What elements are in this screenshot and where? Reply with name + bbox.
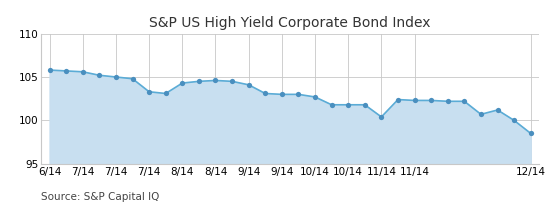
Title: S&P US High Yield Corporate Bond Index: S&P US High Yield Corporate Bond Index: [150, 16, 431, 30]
Text: Source: S&P Capital IQ: Source: S&P Capital IQ: [41, 192, 160, 202]
